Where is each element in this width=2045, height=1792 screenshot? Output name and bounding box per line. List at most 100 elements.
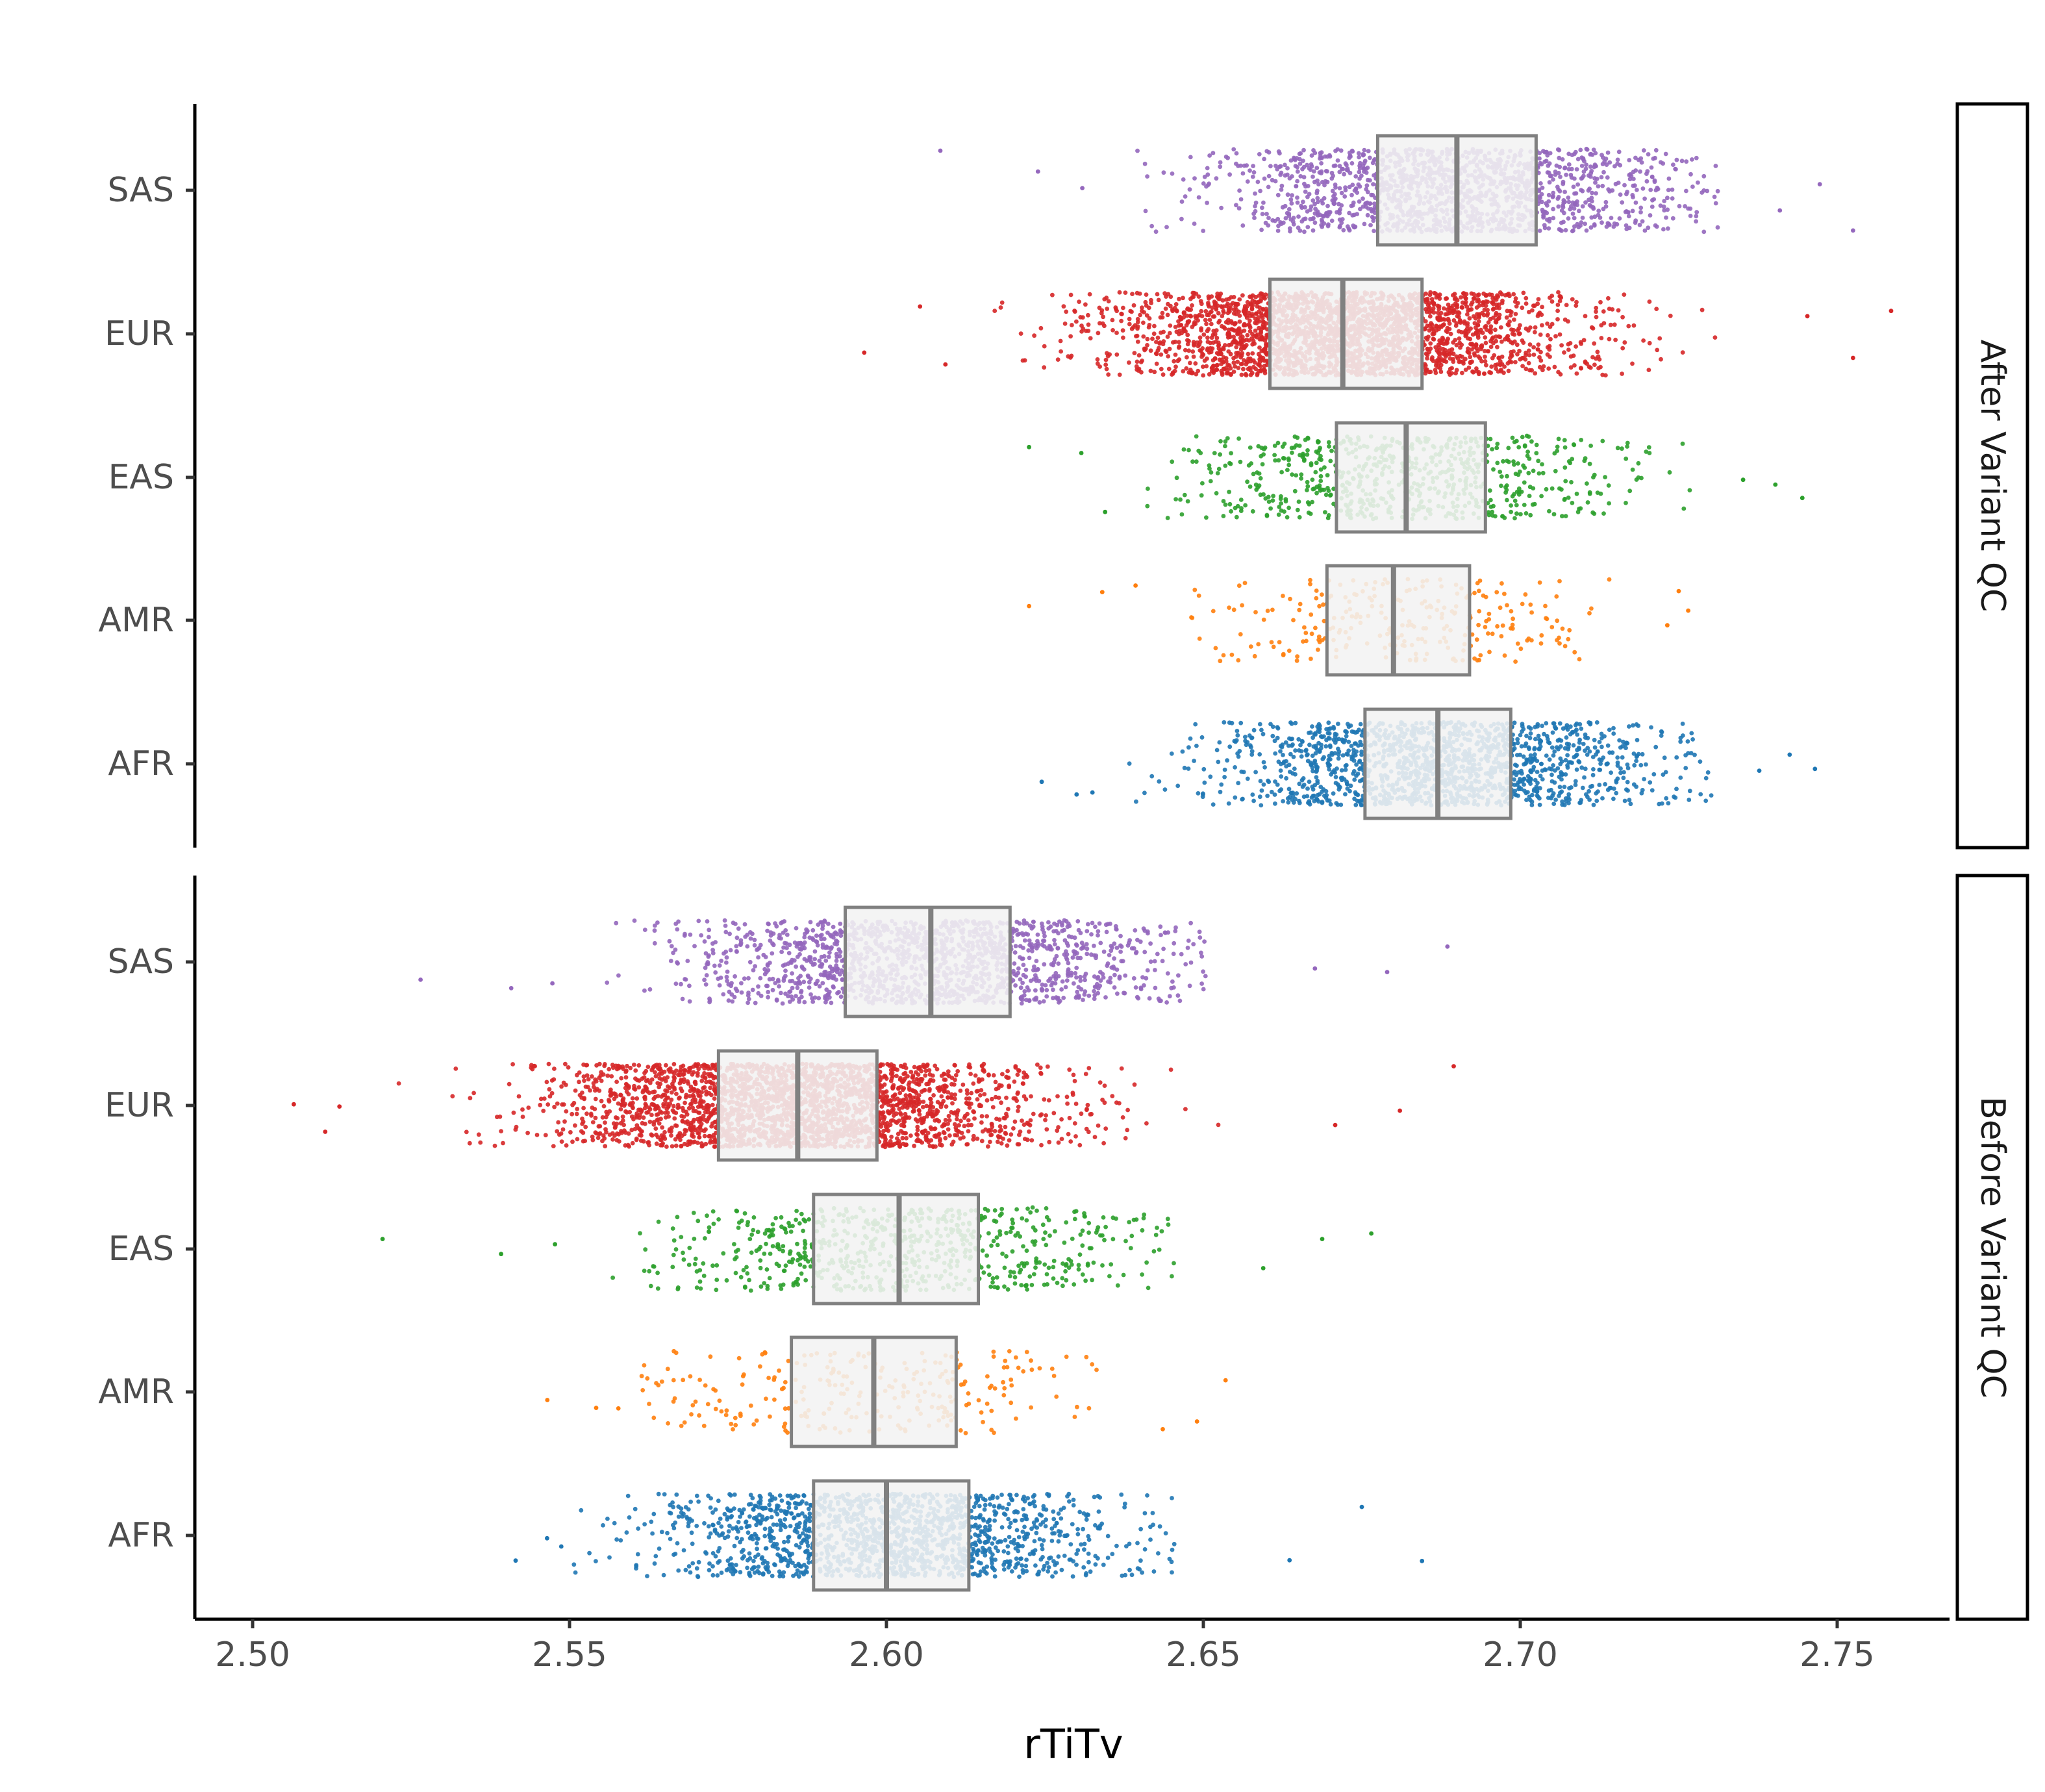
data-point	[1533, 303, 1537, 308]
data-point	[1325, 155, 1330, 159]
data-point	[1344, 161, 1348, 166]
data-point	[1319, 474, 1324, 479]
data-point	[1127, 322, 1132, 327]
data-point	[1511, 494, 1515, 499]
data-point	[1575, 199, 1579, 204]
data-point	[1208, 318, 1212, 322]
data-point	[1339, 148, 1344, 153]
data-point	[1325, 169, 1329, 173]
data-point	[1536, 347, 1540, 352]
data-point	[1313, 470, 1318, 475]
data-point	[1240, 603, 1244, 608]
data-point	[1228, 502, 1233, 507]
data-point	[1227, 343, 1231, 347]
data-point	[1539, 641, 1544, 646]
data-point	[1428, 314, 1433, 319]
data-point	[1469, 307, 1474, 312]
y-tick-label: EUR	[105, 314, 174, 353]
data-point	[1511, 616, 1515, 621]
data-point	[1503, 653, 1507, 658]
data-point	[1567, 162, 1572, 167]
data-point	[1509, 313, 1513, 318]
data-point	[1246, 352, 1251, 357]
data-point	[1155, 292, 1160, 297]
data-point	[1606, 187, 1611, 192]
data-point	[1290, 174, 1294, 179]
data-point	[1259, 476, 1263, 481]
data-point	[1483, 355, 1487, 359]
data-point	[1288, 197, 1293, 202]
data-point	[1290, 451, 1294, 455]
data-point	[1655, 186, 1660, 190]
data-point	[1644, 171, 1649, 176]
data-point	[1099, 311, 1104, 316]
data-point	[1252, 170, 1257, 175]
data-point	[1453, 371, 1458, 375]
data-point	[1329, 449, 1334, 453]
data-point	[1216, 320, 1221, 325]
data-point	[1290, 201, 1294, 206]
data-point	[1050, 293, 1055, 297]
data-point	[1105, 367, 1109, 372]
data-point	[1559, 343, 1564, 347]
data-point	[1589, 169, 1594, 173]
data-point	[1633, 156, 1638, 160]
data-point	[1632, 323, 1637, 328]
data-point	[1631, 195, 1635, 199]
data-point	[1216, 352, 1221, 357]
data-point	[1603, 475, 1607, 479]
data-point	[1529, 439, 1534, 444]
data-point	[1674, 167, 1678, 171]
data-point	[1544, 150, 1549, 155]
data-point	[1362, 148, 1366, 153]
data-point	[1550, 299, 1555, 304]
data-point	[1291, 618, 1296, 622]
data-point	[1686, 207, 1690, 211]
data-point	[1460, 305, 1464, 310]
data-point	[1507, 369, 1511, 373]
data-point	[1323, 510, 1327, 514]
data-point	[1368, 178, 1372, 183]
data-point	[1155, 362, 1159, 366]
data-point	[1203, 309, 1208, 314]
data-point	[1317, 448, 1322, 452]
data-point	[1600, 439, 1605, 444]
data-point	[1145, 343, 1149, 347]
data-point	[1536, 314, 1540, 318]
data-point	[1068, 334, 1073, 338]
data-point	[1561, 627, 1565, 631]
data-point	[1237, 206, 1242, 210]
data-point	[1579, 176, 1584, 181]
data-point	[1681, 350, 1685, 355]
data-point	[1310, 631, 1314, 636]
data-point	[1540, 186, 1545, 190]
data-point	[1349, 193, 1354, 197]
data-point	[1266, 216, 1271, 220]
data-point	[1161, 311, 1165, 316]
data-point	[1305, 453, 1310, 457]
data-point	[1630, 362, 1635, 366]
data-point	[1512, 462, 1516, 467]
data-point	[1173, 497, 1178, 501]
data-point	[1279, 509, 1284, 513]
data-point	[1236, 436, 1241, 441]
data-point	[1301, 639, 1305, 644]
data-point	[1252, 216, 1257, 220]
data-point	[1552, 512, 1557, 516]
data-point	[1314, 588, 1319, 593]
data-point	[1170, 171, 1175, 176]
data-point	[1133, 351, 1137, 355]
data-point	[1517, 486, 1522, 491]
data-point	[1173, 353, 1178, 357]
data-point	[1193, 314, 1198, 318]
data-point	[1514, 511, 1519, 516]
data-point	[1624, 210, 1628, 214]
data-point	[1313, 220, 1318, 225]
data-point	[1567, 628, 1572, 633]
data-point	[1541, 471, 1546, 475]
data-point	[1042, 344, 1047, 349]
data-point	[1209, 470, 1214, 475]
data-point	[1459, 295, 1463, 299]
data-point	[1537, 355, 1542, 360]
data-point	[1110, 318, 1115, 323]
